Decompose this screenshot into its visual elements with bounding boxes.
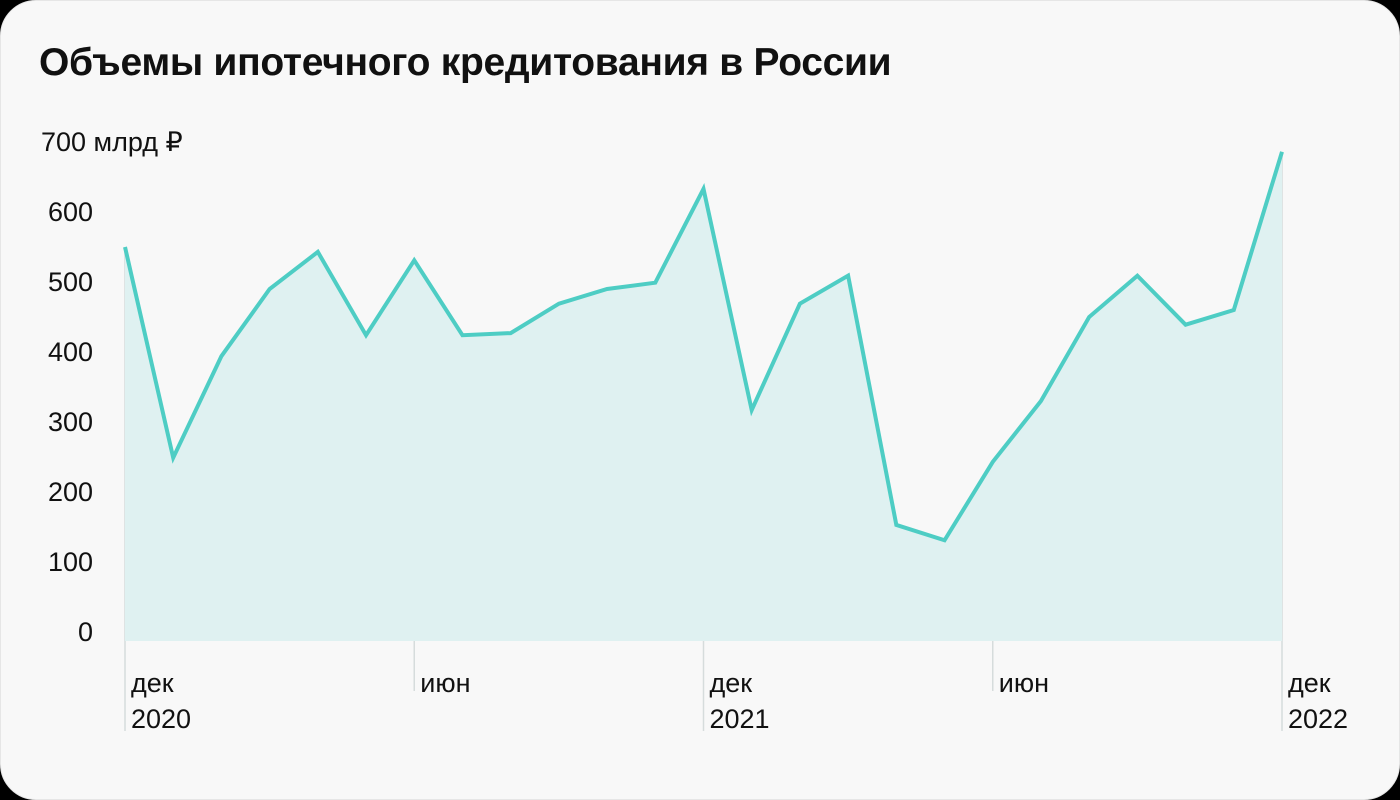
x-tick-label: дек 2020 — [131, 665, 191, 737]
y-tick-label: 200 — [47, 477, 93, 507]
x-tick-month: июн — [998, 668, 1049, 698]
x-tick-month: дек — [1288, 668, 1331, 698]
x-tick-year: 2021 — [709, 704, 770, 734]
x-tick-label: июн — [999, 665, 1049, 701]
y-tick-label: 100 — [47, 547, 93, 577]
x-tick-month: июн — [420, 668, 471, 698]
y-tick-label: 0 — [77, 617, 93, 647]
y-tick-label: 500 — [47, 267, 93, 297]
x-tick-label: июн — [420, 665, 470, 701]
x-tick-month: дек — [131, 668, 174, 698]
y-tick-label: 400 — [47, 337, 93, 367]
x-tick-year: 2020 — [131, 704, 192, 734]
data-line — [123, 151, 1284, 543]
y-axis-unit-label: 700 млрд ₽ — [41, 127, 183, 157]
x-tick-label: дек 2021 — [710, 665, 770, 737]
x-tick-year: 2022 — [1288, 704, 1349, 734]
x-tick-label: дек 2022 — [1288, 665, 1348, 737]
chart-title: Объемы ипотечного кредитования в России — [39, 41, 892, 84]
y-tick-label: 600 — [47, 197, 93, 227]
y-tick-label: 300 — [47, 407, 93, 437]
x-tick-month: дек — [709, 668, 753, 698]
area-fill — [125, 151, 1282, 642]
